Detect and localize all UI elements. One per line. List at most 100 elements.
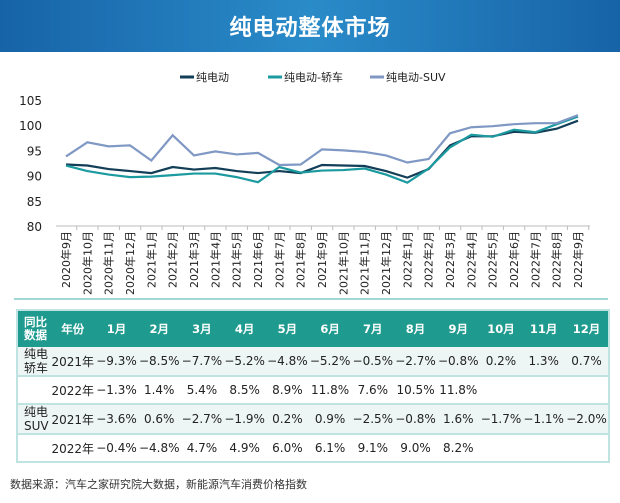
column-header: 10月 xyxy=(479,310,523,347)
x-tick-label: 2022年9月 xyxy=(571,231,585,288)
x-tick-label: 2021年7月 xyxy=(272,231,286,288)
x-tick-label: 2022年6月 xyxy=(507,231,521,288)
column-header: 11月 xyxy=(522,310,566,347)
x-tick-label: 2022年5月 xyxy=(486,231,500,288)
x-tick-label: 2022年1月 xyxy=(400,231,414,288)
value-cell: 1.4% xyxy=(143,383,175,397)
column-header: 9月 xyxy=(436,310,480,347)
value-cell: 0.7% xyxy=(565,347,609,376)
x-tick-label: 2020年10月 xyxy=(80,231,94,295)
value-cell: −3.6% xyxy=(95,404,138,434)
value-cell: −0.8% xyxy=(394,404,437,434)
value-cell: 6.1% xyxy=(314,441,346,455)
x-tick-label: 2021年2月 xyxy=(166,231,180,288)
value-cell: 9.0% xyxy=(400,441,431,455)
value-cell: 0.6% xyxy=(137,404,181,434)
year-cell: 2021年 xyxy=(50,347,96,376)
value-cell: −4.8% xyxy=(138,441,180,455)
column-header: 5月 xyxy=(266,310,309,347)
y-tick-label: 105 xyxy=(19,94,42,108)
page-title: 纯电动整体市场 xyxy=(0,0,620,52)
table-row: 纯电 轿车 2021年 −9.3% −8.5% −7.7% −5.2% −4.8% −5.2% −… xyxy=(17,347,609,376)
year-cell: 2022年 xyxy=(51,383,94,398)
value-cell: 11.8% xyxy=(439,383,478,397)
x-tick-label: 2021年12月 xyxy=(379,231,393,295)
yoy-table: 同比 数据 年份 1月 2月 3月 4月 5月 6月 7月 8月 9月 10月 11月 12月 纯电 轿车 202… xyxy=(16,309,610,463)
year-cell: 2022年 xyxy=(51,441,94,456)
x-tick-label: 2021年10月 xyxy=(336,231,350,295)
column-header: 4月 xyxy=(223,310,267,347)
value-cell xyxy=(522,434,565,462)
x-tick-label: 2021年4月 xyxy=(208,231,222,288)
value-cell: −2.0% xyxy=(565,404,609,434)
value-cell: −1.3% xyxy=(96,383,137,397)
y-tick-label: 100 xyxy=(19,119,42,133)
legend-label: 纯电动-SUV xyxy=(386,71,446,84)
legend-label: 纯电动 xyxy=(196,71,229,84)
series-line xyxy=(65,114,579,167)
x-tick-label: 2021年3月 xyxy=(187,231,201,288)
group-label: 纯电 SUV xyxy=(17,404,51,434)
value-cell xyxy=(565,434,609,462)
value-cell: −1.1% xyxy=(522,404,566,434)
value-cell: 0.2% xyxy=(266,404,309,434)
value-cell: −2.7% xyxy=(394,347,437,376)
x-tick-label: 2021年8月 xyxy=(294,231,308,288)
y-tick-label: 90 xyxy=(27,170,42,184)
value-cell: 4.9% xyxy=(229,441,260,455)
column-header: 8月 xyxy=(394,310,437,347)
x-tick-label: 2022年7月 xyxy=(528,231,542,288)
value-cell: 8.2% xyxy=(443,441,474,455)
divider xyxy=(14,298,608,300)
value-cell: 7.6% xyxy=(357,383,389,397)
value-cell: 0.9% xyxy=(308,404,352,434)
source-note: 数据来源：汽车之家研究院大数据，新能源汽车消费价格指数 xyxy=(10,478,307,491)
y-tick-label: 85 xyxy=(27,195,42,209)
column-header: 3月 xyxy=(180,310,224,347)
column-header: 6月 xyxy=(308,310,352,347)
value-cell: 8.9% xyxy=(272,383,303,397)
y-tick-label: 95 xyxy=(27,144,42,158)
value-cell xyxy=(565,376,609,404)
value-cell xyxy=(522,376,565,404)
value-cell: −0.5% xyxy=(351,347,395,376)
x-tick-label: 2022年8月 xyxy=(550,231,564,288)
value-cell: −9.3% xyxy=(95,347,138,376)
value-cell: 9.1% xyxy=(357,441,389,455)
value-cell: 4.7% xyxy=(186,441,218,455)
value-cell: −1.9% xyxy=(223,404,267,434)
x-tick-label: 2021年5月 xyxy=(230,231,244,288)
year-cell: 2021年 xyxy=(50,404,96,434)
table-row: 纯电 SUV 2021年 −3.6% 0.6% −2.7% −1.9% 0.2% 0.9% −2.… xyxy=(17,404,609,434)
value-cell: 0.2% xyxy=(479,347,523,376)
group-label: 纯电 轿车 xyxy=(17,347,51,376)
x-tick-label: 2021年11月 xyxy=(358,231,372,295)
value-cell: 5.4% xyxy=(186,383,218,397)
x-tick-label: 2022年2月 xyxy=(422,231,436,288)
column-header: 同比 数据 xyxy=(17,310,51,347)
value-cell: −5.2% xyxy=(223,347,267,376)
group-label xyxy=(17,434,50,462)
value-cell: −2.5% xyxy=(351,404,395,434)
x-tick-label: 2020年9月 xyxy=(59,231,73,288)
column-header: 年份 xyxy=(50,310,96,347)
value-cell: −5.2% xyxy=(308,347,352,376)
table-header: 同比 数据 年份 1月 2月 3月 4月 5月 6月 7月 8月 9月 10月 11月 12月 xyxy=(17,310,609,347)
x-tick-label: 2020年11月 xyxy=(102,231,116,295)
value-cell: 1.6% xyxy=(436,404,480,434)
value-cell: 10.5% xyxy=(396,383,435,397)
x-tick-label: 2021年9月 xyxy=(315,231,329,288)
value-cell: −2.7% xyxy=(180,404,224,434)
column-header: 2月 xyxy=(137,310,181,347)
value-cell: −7.7% xyxy=(180,347,224,376)
table-row: 2022年 −0.4% −4.8% 4.7% 4.9% 6.0% 6.1% 9.1% 9.0% 8… xyxy=(17,434,609,462)
value-cell: 11.8% xyxy=(311,383,350,397)
value-cell: −4.8% xyxy=(266,347,309,376)
x-tick-label: 2021年1月 xyxy=(144,231,158,288)
x-tick-label: 2021年6月 xyxy=(251,231,265,288)
value-cell: −0.4% xyxy=(96,441,137,455)
legend-label: 纯电动-轿车 xyxy=(284,70,343,84)
value-cell xyxy=(480,434,523,462)
table-row: 2022年 −1.3% 1.4% 5.4% 8.5% 8.9% 11.8% 7.6% 10.5%… xyxy=(17,376,609,404)
x-tick-label: 2022年4月 xyxy=(464,231,478,288)
